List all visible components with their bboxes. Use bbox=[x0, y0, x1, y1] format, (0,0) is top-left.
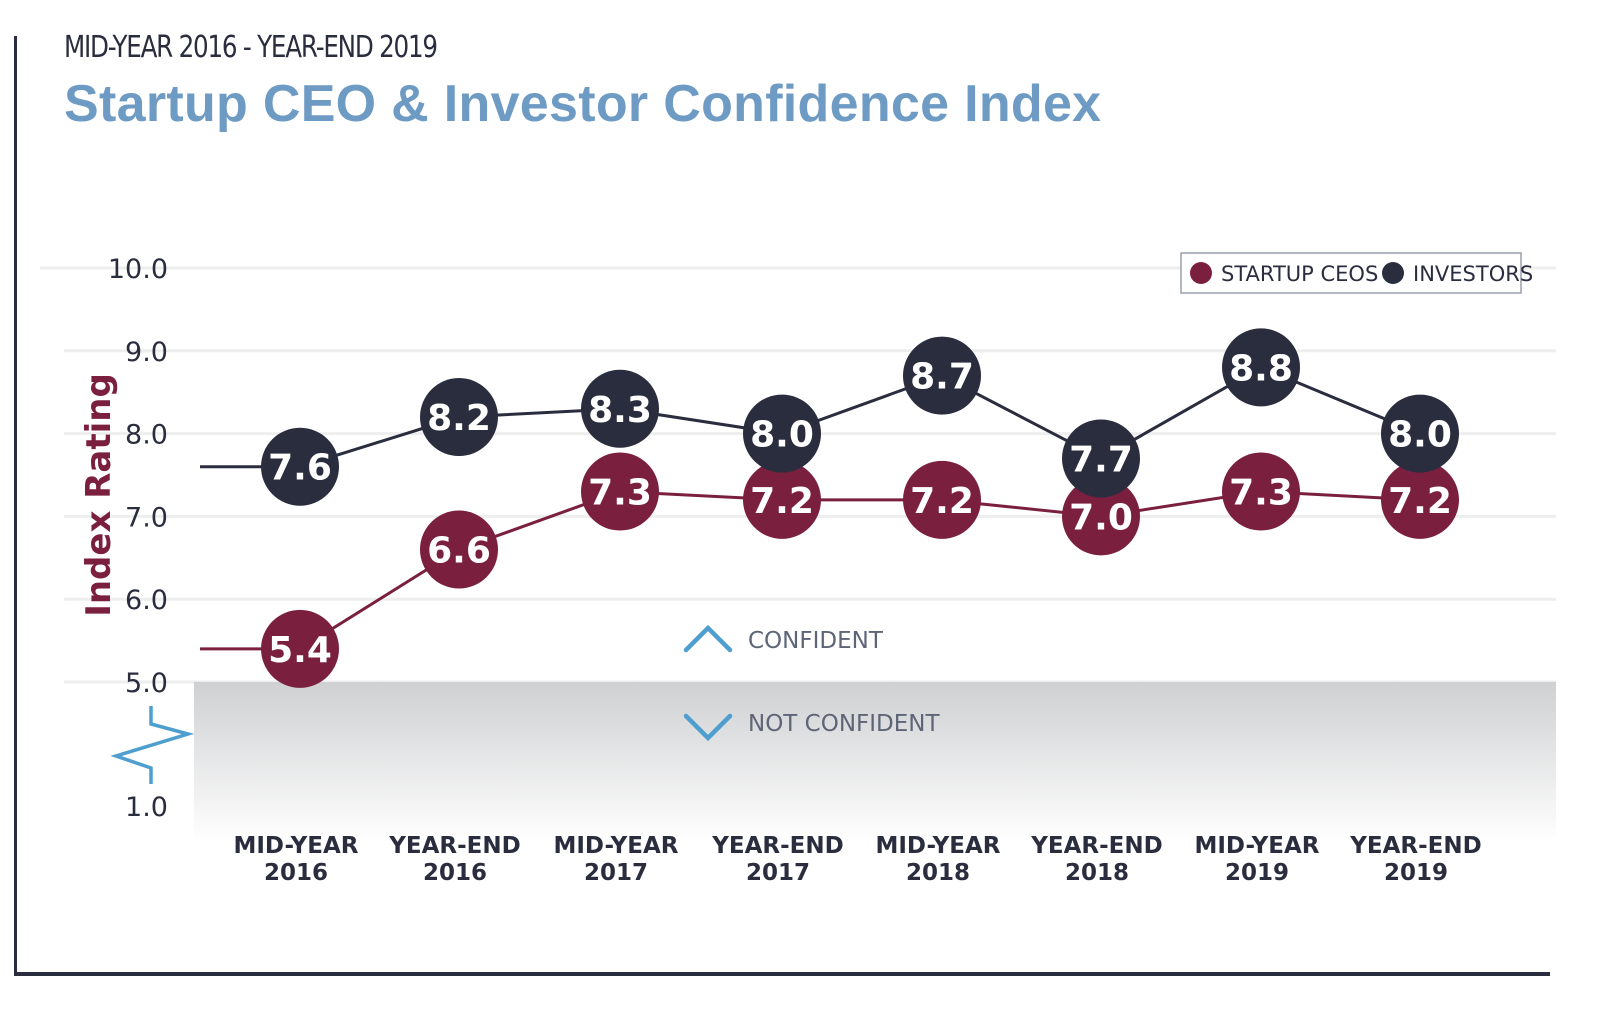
chart-title: Startup CEO & Investor Confidence Index bbox=[64, 75, 1102, 133]
x-tick-label: YEAR-END bbox=[1349, 833, 1481, 859]
y-tick-label: 1.0 bbox=[125, 792, 168, 823]
chevron-up-icon bbox=[683, 624, 733, 653]
data-point-label: 5.4 bbox=[268, 630, 332, 671]
data-point-marker bbox=[903, 336, 981, 415]
x-tick-label: YEAR-END bbox=[1030, 833, 1162, 859]
data-point-label: 8.0 bbox=[750, 415, 814, 456]
data-point-label: 7.3 bbox=[1229, 473, 1293, 514]
data-point-marker bbox=[1381, 460, 1459, 539]
series-ceos: 5.4 6.6 7.3 7.2 7.2 7.0 7.3 7.2 bbox=[200, 452, 1459, 688]
data-point-label: 7.6 bbox=[268, 448, 332, 489]
legend-box bbox=[1180, 252, 1522, 294]
x-tick-label: MID-YEAR bbox=[553, 833, 678, 859]
x-tick-label: MID-YEAR bbox=[875, 833, 1000, 859]
y-tick-label: 8.0 bbox=[125, 420, 168, 451]
x-tick-label-year: 2017 bbox=[746, 860, 810, 886]
axis-break-icon bbox=[110, 706, 195, 784]
y-tick-label: 6.0 bbox=[125, 585, 168, 616]
x-tick-label: YEAR-END bbox=[388, 833, 520, 859]
data-point-marker bbox=[581, 369, 659, 448]
y-tick-label: 7.0 bbox=[125, 502, 168, 533]
x-tick-label-year: 2017 bbox=[584, 860, 648, 886]
y-tick-label: 5.0 bbox=[125, 668, 168, 699]
confident-label: CONFIDENT bbox=[748, 628, 884, 654]
data-point-marker bbox=[420, 378, 498, 457]
x-axis-categories: MID-YEAR2016YEAR-END2016MID-YEAR2017YEAR… bbox=[233, 833, 1481, 886]
frame-left-border bbox=[14, 36, 17, 976]
legend-label-ceos: STARTUP CEOS bbox=[1221, 262, 1378, 286]
data-point-label: 7.2 bbox=[750, 481, 814, 522]
data-point-label: 7.7 bbox=[1069, 439, 1133, 480]
data-point-marker bbox=[1062, 477, 1140, 556]
chevron-down-icon bbox=[683, 713, 733, 742]
data-point-marker bbox=[420, 510, 498, 589]
data-point-marker bbox=[261, 609, 339, 688]
legend: STARTUP CEOS INVESTORS bbox=[1180, 252, 1533, 294]
data-point-marker bbox=[1222, 328, 1300, 407]
y-tick-label: 10.0 bbox=[108, 254, 168, 285]
data-point-marker bbox=[1062, 419, 1140, 498]
x-tick-label-year: 2019 bbox=[1225, 860, 1289, 886]
x-tick-label: MID-YEAR bbox=[233, 833, 358, 859]
data-point-label: 8.3 bbox=[588, 390, 652, 431]
data-point-label: 8.8 bbox=[1229, 348, 1293, 389]
data-point-label: 7.3 bbox=[588, 473, 652, 514]
series-layer: 5.46.67.3 7.2 7.2 7.07.3 7.27.68.2 8.38.08.77… bbox=[200, 328, 1459, 688]
series-investors: 7.6 8.2 8.3 8.0 8.7 7.7 8.8 8.0 bbox=[200, 328, 1459, 506]
chart-subtitle: MID-YEAR 2016 - YEAR-END 2019 bbox=[64, 30, 438, 65]
x-tick-label-year: 2016 bbox=[423, 860, 487, 886]
data-point-marker bbox=[581, 452, 659, 531]
x-tick-label: MID-YEAR bbox=[1194, 833, 1319, 859]
data-point-marker bbox=[1222, 452, 1300, 531]
not-confident-label: NOT CONFIDENT bbox=[748, 711, 940, 737]
legend-label-investors: INVESTORS bbox=[1413, 262, 1533, 286]
legend-marker-ceos bbox=[1190, 262, 1212, 284]
data-point-label: 8.2 bbox=[427, 398, 491, 439]
x-tick-label-year: 2016 bbox=[264, 860, 328, 886]
data-point-marker bbox=[1381, 394, 1459, 473]
data-point-label: 8.7 bbox=[910, 357, 974, 398]
x-tick-label-year: 2019 bbox=[1384, 860, 1448, 886]
not-confident-zone bbox=[194, 682, 1556, 842]
x-tick-label-year: 2018 bbox=[906, 860, 970, 886]
x-tick-label: YEAR-END bbox=[711, 833, 843, 859]
y-axis-label: Index Rating bbox=[79, 373, 119, 617]
data-point-label: 7.2 bbox=[1388, 481, 1452, 522]
data-point-label: 7.2 bbox=[910, 481, 974, 522]
data-point-label: 7.0 bbox=[1069, 497, 1133, 538]
x-tick-label-year: 2018 bbox=[1065, 860, 1129, 886]
data-point-marker bbox=[261, 427, 339, 506]
data-point-label: 8.0 bbox=[1388, 415, 1452, 456]
frame-bottom-border bbox=[14, 972, 1550, 976]
data-point-marker bbox=[903, 460, 981, 539]
data-point-marker bbox=[743, 394, 821, 473]
y-axis-ticks: 10.0 9.0 8.0 7.0 6.0 5.0 1.0 bbox=[108, 254, 168, 823]
data-point-marker bbox=[743, 460, 821, 539]
data-point-label: 6.6 bbox=[427, 531, 491, 572]
y-tick-label: 9.0 bbox=[125, 337, 168, 368]
legend-marker-investors bbox=[1382, 262, 1404, 284]
